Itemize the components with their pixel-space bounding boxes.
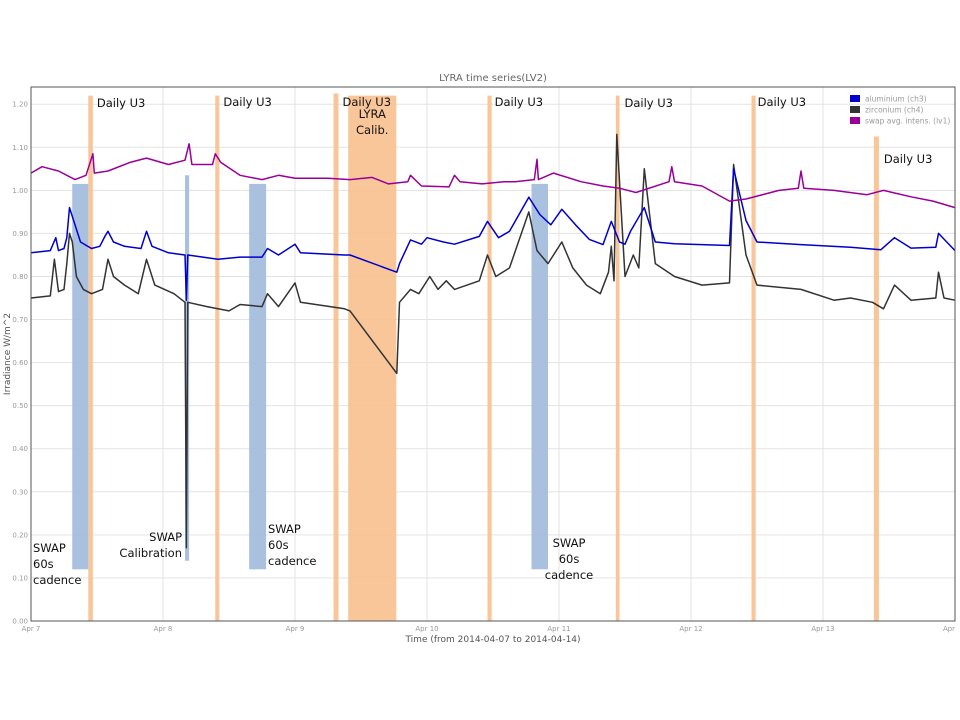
daily-u3-band [873,136,879,621]
y-tick-label: 0.80 [12,273,28,281]
legend-label: aluminium (ch3) [865,95,927,104]
y-tick-label: 0.40 [12,445,28,453]
daily-u3-band [215,95,220,621]
swap-60s-label: 60s [559,552,580,566]
swap-60s-label: 60s [268,538,289,552]
x-tick-label: Apr 11 [547,625,570,633]
swap-60s-label: cadence [545,568,593,582]
daily-u3-label: Daily U3 [625,96,674,110]
y-tick-label: 0.00 [12,618,28,626]
swap-60s-label: cadence [33,573,81,587]
plot-frame [30,86,956,622]
y-tick-label: 0.50 [12,402,28,410]
x-axis-ticks: Apr 7 Apr 8 Apr 9 Apr 10 Apr 11 Apr 12 Apr 13 A… [22,625,956,633]
x-tick-label: Apr 13 [811,625,834,633]
daily-u3-band [751,95,756,621]
y-axis-ticks: 0.00 0.10 0.20 0.30 0.40 0.50 0.60 0.70 0.80 0.90… [12,101,28,626]
x-axis-label: Time (from 2014-04-07 to 2014-04-14) [404,635,580,645]
swap-60s-band [531,183,548,570]
annotation-labels: Daily U3 Daily U3 Daily U3LYRACalib.Daily … [33,95,932,587]
x-tick-label: Apr 8 [154,625,173,633]
legend-label: swap avg. intens. (lv1) [865,117,950,126]
legend-swatch [850,117,860,124]
x-tick-label: Apr [943,625,955,633]
swap-60s-label: SWAP [553,536,586,550]
swap-60s-band [72,183,89,570]
x-tick-label: Apr 9 [286,625,305,633]
series-line-swap [30,143,956,209]
legend-label: zirconium (ch4) [865,106,924,115]
swap-60s-band [249,183,267,570]
annotation-bands [72,93,879,622]
y-tick-label: 0.70 [12,316,28,324]
y-tick-label: 0.10 [12,574,28,582]
daily-u3-band [487,95,492,621]
series-line-aluminium [30,168,956,301]
x-tick-label: Apr 10 [415,625,438,633]
swap-60s-label: cadence [268,554,316,568]
series-lines [30,133,956,549]
series-line-zirconium [30,133,956,549]
lyra-calibration-label: Calib. [356,123,388,137]
y-tick-label: 0.60 [12,359,28,367]
legend-swatch [850,95,860,102]
swap-calibration-label: Calibration [119,546,182,560]
daily-u3-label: Daily U3 [758,95,807,109]
x-tick-label: Apr 7 [22,625,41,633]
daily-u3-label: Daily U3 [97,96,146,110]
lyra-calibration-label: LYRA [359,107,386,121]
daily-u3-label: Daily U3 [884,152,933,166]
swap-60s-label: SWAP [268,522,301,536]
daily-u3-label: Daily U3 [495,95,544,109]
daily-u3-band [88,95,93,621]
daily-u3-label: Daily U3 [223,95,272,109]
y-axis-label: Irradiance W/m^2 [3,313,13,395]
y-tick-label: 0.20 [12,531,28,539]
lyra-calibration-band [348,95,397,621]
y-tick-label: 0.30 [12,488,28,496]
daily-u3-band [615,95,620,621]
y-tick-label: 1.20 [12,101,28,109]
legend: aluminium (ch3) zirconium (ch4) swap avg. … [850,95,950,126]
swap-60s-label: 60s [33,557,54,571]
swap-calibration-label: SWAP [149,530,182,544]
y-tick-label: 1.00 [12,187,28,195]
daily-u3-label: Daily U3 [343,95,392,109]
x-tick-label: Apr 12 [679,625,702,633]
legend-swatch [850,106,860,113]
y-tick-label: 1.10 [12,144,28,152]
chart-title: LYRA time series(LV2) [439,73,547,84]
daily-u3-band [333,93,339,622]
swap-60s-label: SWAP [33,541,66,555]
y-tick-label: 0.90 [12,230,28,238]
